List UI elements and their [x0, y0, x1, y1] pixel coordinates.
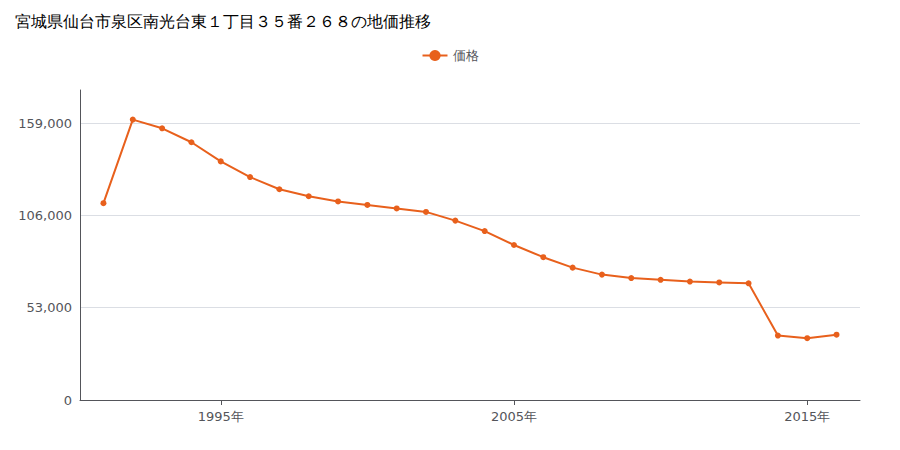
svg-text:2015年: 2015年 — [784, 409, 830, 424]
svg-text:106,000: 106,000 — [18, 208, 72, 223]
svg-text:価格: 価格 — [453, 48, 479, 63]
svg-text:宮城県仙台市泉区南光台東１丁目３５番２６８の地価推移: 宮城県仙台市泉区南光台東１丁目３５番２６８の地価推移 — [15, 12, 431, 31]
svg-text:0: 0 — [64, 393, 72, 408]
svg-text:53,000: 53,000 — [27, 300, 73, 315]
svg-text:159,000: 159,000 — [18, 116, 72, 131]
svg-text:2005年: 2005年 — [491, 409, 537, 424]
svg-text:1995年: 1995年 — [198, 409, 244, 424]
